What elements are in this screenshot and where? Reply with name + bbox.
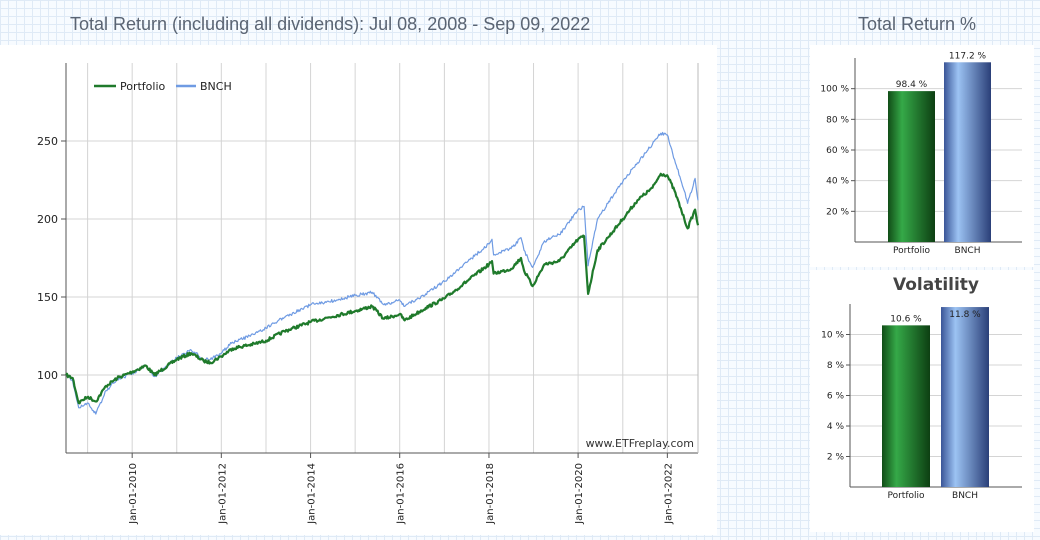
y-tick-label: 100 (37, 369, 58, 382)
bar-value-label-portfolio: 10.6 % (890, 314, 922, 324)
watermark: www.ETFreplay.com (586, 437, 694, 450)
bar-y-tick-label: 100 % (820, 85, 849, 95)
line-chart-panel: 100 150 200 250 Jan-01-2010 Jan-01-2012 Jan-01… (0, 45, 717, 535)
x-tick-label: Jan-01-2022 (663, 463, 674, 525)
y-tick-label: 150 (37, 291, 58, 304)
bar-category-label-bnch: BNCH (952, 491, 978, 501)
total-return-panel: 20 % 40 % 60 % 80 % 100 % 98.4 % Portfolio 117.… (810, 45, 1034, 267)
x-tick-label: Jan-01-2020 (574, 463, 585, 525)
bar-y-tick-label: 80 % (826, 115, 849, 125)
bar-bnch (941, 307, 989, 487)
x-tick-label: Jan-01-2018 (485, 463, 496, 525)
volatility-bar-chart: Volatility 2 % 4 % 6 % 8 % 10 % 10.6 % Portfoli… (821, 275, 1022, 501)
bar-category-label-portfolio: Portfolio (887, 491, 925, 501)
bar-portfolio (888, 91, 935, 242)
bar-y-tick-label: 4 % (827, 422, 845, 432)
bar-value-label-bnch: 11.8 % (949, 310, 981, 320)
bar-category-label-portfolio: Portfolio (893, 246, 931, 256)
x-tick-label: Jan-01-2012 (217, 463, 228, 525)
side-panel-title: Total Return % (858, 14, 977, 34)
bar-value-label-portfolio: 98.4 % (896, 80, 928, 90)
volatility-panel: Volatility 2 % 4 % 6 % 8 % 10 % 10.6 % Portfoli… (810, 270, 1034, 532)
bar-y-tick-label: 6 % (827, 392, 845, 402)
main-chart-title: Total Return (including all dividends): … (70, 14, 591, 34)
x-tick-label: Jan-01-2016 (396, 463, 407, 525)
x-tick-label: Jan-01-2014 (307, 463, 318, 525)
volatility-title: Volatility (893, 275, 979, 295)
bar-y-tick-label: 20 % (826, 207, 849, 217)
bar-portfolio (882, 325, 930, 487)
y-tick-label: 200 (37, 213, 58, 226)
legend-label-portfolio: Portfolio (120, 80, 166, 93)
bar-value-label-bnch: 117.2 % (949, 51, 987, 61)
bar-y-tick-label: 2 % (827, 453, 845, 463)
y-tick-label: 250 (37, 135, 58, 148)
legend-label-bnch: BNCH (200, 80, 232, 93)
bar-category-label-bnch: BNCH (955, 246, 981, 256)
bar-y-tick-label: 10 % (821, 331, 844, 341)
bar-y-tick-label: 8 % (827, 361, 845, 371)
bar-y-tick-label: 60 % (826, 146, 849, 156)
bar-y-tick-label: 40 % (826, 177, 849, 187)
bar-bnch (944, 62, 991, 242)
series-line-portfolio (65, 172, 700, 405)
line-chart: 100 150 200 250 Jan-01-2010 Jan-01-2012 Jan-01… (37, 63, 700, 525)
x-tick-label: Jan-01-2010 (128, 463, 139, 525)
total-return-bar-chart: 20 % 40 % 60 % 80 % 100 % 98.4 % Portfolio 117.… (820, 51, 1022, 256)
